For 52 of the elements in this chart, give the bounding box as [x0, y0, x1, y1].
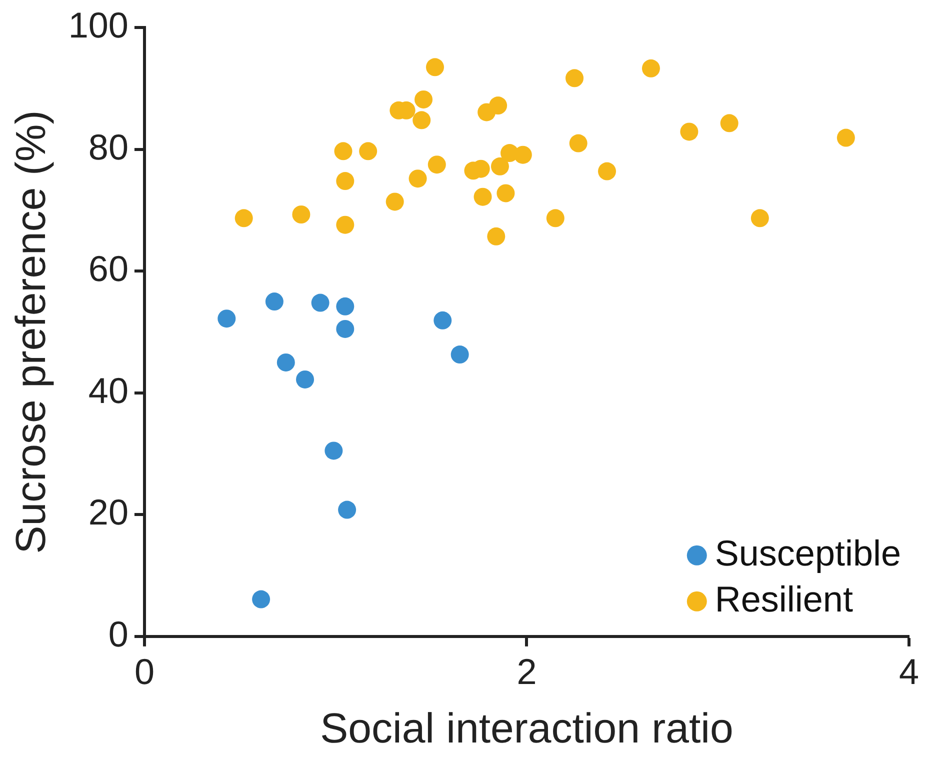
x-tick-label: 0 [134, 650, 154, 692]
point [296, 370, 314, 388]
x-tick-label: 2 [516, 650, 537, 692]
point [234, 209, 253, 228]
point [252, 590, 270, 608]
point [434, 311, 452, 330]
point [720, 114, 738, 132]
point [311, 294, 330, 312]
point [276, 353, 295, 372]
y-tick-label: 20 [88, 492, 128, 533]
point [474, 188, 492, 206]
point [598, 162, 616, 180]
point [265, 292, 284, 311]
legend-label: Resilient [714, 578, 853, 620]
point [336, 297, 354, 316]
point [487, 227, 506, 246]
point [324, 442, 343, 460]
point [336, 320, 354, 338]
point [566, 69, 584, 88]
point [338, 500, 356, 519]
point [426, 58, 444, 76]
legend-label: Susceptible [714, 532, 902, 574]
point [514, 146, 532, 164]
point [489, 96, 508, 115]
point [334, 142, 352, 160]
point [414, 90, 433, 108]
point [450, 346, 469, 364]
y-tick-label: 0 [108, 613, 128, 654]
point [218, 310, 236, 328]
point [336, 216, 354, 234]
y-tick-label: 80 [88, 126, 128, 168]
point [386, 192, 404, 211]
point [680, 122, 698, 141]
y-tick-label: 100 [68, 4, 128, 46]
y-axis-title: Sucrose preference (%) [6, 110, 54, 554]
y-tick-label: 40 [88, 370, 128, 411]
point [292, 206, 310, 224]
point [412, 111, 431, 130]
point [428, 156, 446, 174]
point [359, 142, 378, 160]
y-tick-label: 60 [88, 248, 128, 290]
point [336, 172, 354, 190]
x-tick-label: 4 [898, 650, 920, 692]
x-axis-title: Social interaction ratio [320, 704, 734, 752]
point [490, 157, 509, 176]
point [836, 128, 855, 147]
point [750, 209, 769, 228]
point [642, 59, 660, 78]
point [408, 170, 427, 188]
point [546, 209, 564, 228]
point [569, 134, 588, 152]
point [496, 184, 515, 202]
